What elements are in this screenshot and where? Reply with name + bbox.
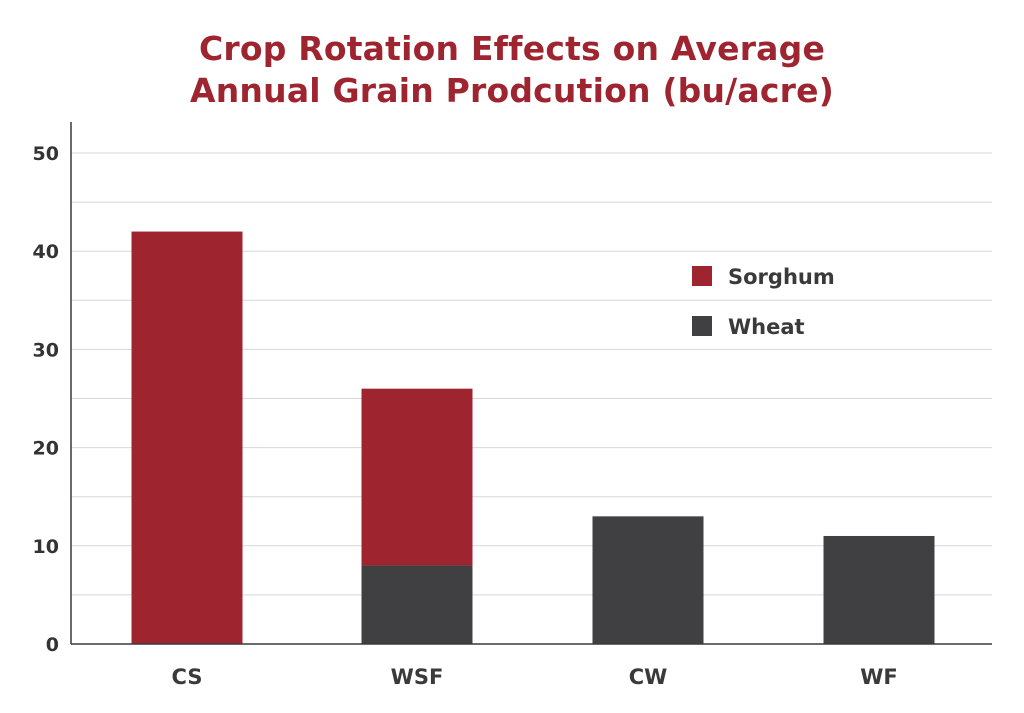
chart-title: Crop Rotation Effects on Average Annual … <box>0 28 1024 112</box>
legend-swatch-wheat <box>692 316 712 336</box>
y-tick-label: 50 <box>33 143 59 165</box>
legend-swatch-sorghum <box>692 266 712 286</box>
legend-label-sorghum: Sorghum <box>728 265 835 289</box>
x-tick-label-cw: CW <box>629 665 668 689</box>
x-tick-label-wsf: WSF <box>391 665 444 689</box>
y-tick-label: 10 <box>33 536 59 558</box>
axes <box>70 122 992 645</box>
x-tick-labels: CS WSF CW WF <box>172 665 898 689</box>
chart-title-line-1: Crop Rotation Effects on Average <box>198 29 826 68</box>
bar-cw-wheat <box>592 516 704 644</box>
legend-label-wheat: Wheat <box>728 315 805 339</box>
legend: Sorghum Wheat <box>692 265 835 339</box>
bar-cs-sorghum <box>131 231 243 644</box>
y-tick-label: 0 <box>46 634 59 656</box>
x-tick-label-cs: CS <box>172 665 203 689</box>
bar-wf-wheat <box>823 535 935 644</box>
y-tick-label: 30 <box>33 339 59 361</box>
y-tick-label: 20 <box>33 438 59 460</box>
legend-item-wheat: Wheat <box>692 315 805 339</box>
bars <box>131 231 935 644</box>
legend-item-sorghum: Sorghum <box>692 265 835 289</box>
bar-wsf-wheat <box>361 565 473 644</box>
y-tick-labels: 0 10 20 30 40 50 <box>33 143 59 656</box>
bar-wsf-sorghum <box>361 388 473 566</box>
y-tick-label: 40 <box>33 241 59 263</box>
x-tick-label-wf: WF <box>860 665 898 689</box>
chart-title-line-2: Annual Grain Prodcution (bu/acre) <box>190 71 834 110</box>
